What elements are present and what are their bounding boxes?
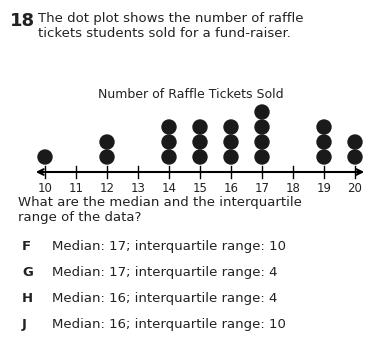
- Text: 13: 13: [131, 182, 146, 195]
- Text: Median: 16; interquartile range: 10: Median: 16; interquartile range: 10: [52, 318, 286, 331]
- Circle shape: [162, 120, 176, 134]
- Text: H: H: [22, 292, 33, 305]
- Circle shape: [317, 135, 331, 149]
- Circle shape: [162, 135, 176, 149]
- Circle shape: [193, 150, 207, 164]
- Text: The dot plot shows the number of raffle
tickets students sold for a fund-raiser.: The dot plot shows the number of raffle …: [38, 12, 304, 40]
- Text: G: G: [22, 266, 33, 279]
- Circle shape: [193, 135, 207, 149]
- Circle shape: [255, 150, 269, 164]
- Circle shape: [255, 135, 269, 149]
- Circle shape: [162, 150, 176, 164]
- Circle shape: [317, 150, 331, 164]
- Text: 19: 19: [317, 182, 331, 195]
- Circle shape: [317, 120, 331, 134]
- Circle shape: [193, 120, 207, 134]
- Text: What are the median and the interquartile
range of the data?: What are the median and the interquartil…: [18, 196, 302, 224]
- Circle shape: [255, 120, 269, 134]
- Circle shape: [100, 135, 114, 149]
- Text: Median: 16; interquartile range: 4: Median: 16; interquartile range: 4: [52, 292, 277, 305]
- Circle shape: [348, 150, 362, 164]
- Text: J: J: [22, 318, 27, 331]
- Text: 11: 11: [69, 182, 83, 195]
- Circle shape: [348, 135, 362, 149]
- Circle shape: [255, 105, 269, 119]
- Text: 10: 10: [38, 182, 53, 195]
- Text: Median: 17; interquartile range: 4: Median: 17; interquartile range: 4: [52, 266, 277, 279]
- Circle shape: [38, 150, 52, 164]
- Circle shape: [224, 120, 238, 134]
- Text: 20: 20: [347, 182, 362, 195]
- Circle shape: [100, 150, 114, 164]
- Text: 18: 18: [10, 12, 35, 30]
- Text: Median: 17; interquartile range: 10: Median: 17; interquartile range: 10: [52, 240, 286, 253]
- Text: Number of Raffle Tickets Sold: Number of Raffle Tickets Sold: [98, 88, 284, 101]
- Text: 17: 17: [255, 182, 269, 195]
- Text: F: F: [22, 240, 31, 253]
- Text: 14: 14: [162, 182, 176, 195]
- Text: 15: 15: [192, 182, 207, 195]
- Circle shape: [224, 135, 238, 149]
- Text: 12: 12: [99, 182, 115, 195]
- Circle shape: [224, 150, 238, 164]
- Text: 16: 16: [224, 182, 239, 195]
- Text: 18: 18: [286, 182, 301, 195]
